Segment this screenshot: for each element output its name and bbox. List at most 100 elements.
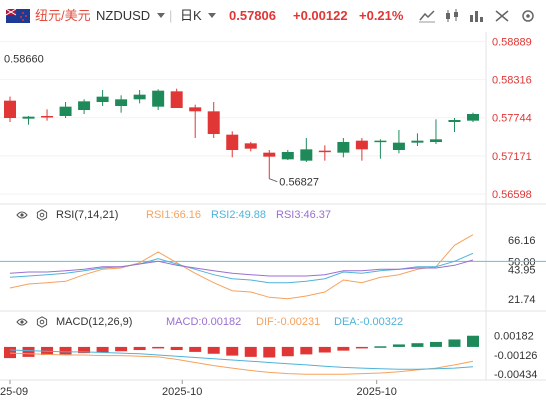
macd-histogram-bar bbox=[4, 346, 16, 359]
candle-body bbox=[429, 139, 442, 142]
macd-histogram-bar bbox=[207, 346, 220, 354]
candle-body bbox=[22, 116, 35, 119]
macd-title: MACD(12,26,9) bbox=[56, 316, 133, 328]
price-axis-label: 0.57744 bbox=[492, 113, 532, 125]
candle-body bbox=[115, 99, 128, 106]
candle-body bbox=[226, 134, 239, 150]
candle-body bbox=[152, 90, 165, 107]
macd-histogram-bar bbox=[263, 346, 276, 358]
rsi-axis-label: 43.95 bbox=[508, 264, 536, 276]
price-axis-label: 0.58316 bbox=[492, 75, 532, 87]
price-change: +0.00122 bbox=[293, 8, 348, 23]
pair-name-cn: 纽元/美元 bbox=[35, 8, 91, 23]
candle-body bbox=[78, 101, 91, 110]
macd-histogram-bar bbox=[429, 341, 442, 347]
macd-histogram-bar bbox=[152, 346, 165, 349]
rsi-series-line-rsi1 bbox=[9, 234, 474, 300]
x-axis-label: 2025-10 bbox=[162, 386, 202, 398]
candle-body bbox=[281, 152, 294, 160]
macd-histogram-bar bbox=[244, 346, 257, 357]
macd-axis-label: 0.00182 bbox=[494, 331, 534, 343]
nz-flag-icon bbox=[6, 9, 30, 23]
candle-body bbox=[300, 149, 313, 161]
price-axis-label: 0.56598 bbox=[492, 189, 532, 201]
rsi-axis-label: 50.00 bbox=[508, 256, 536, 268]
bar-chart-icon[interactable] bbox=[466, 7, 486, 25]
macd-histogram-bar bbox=[115, 346, 128, 352]
high-price-annotation: 0.58660 bbox=[4, 54, 44, 66]
macd-histogram-bar bbox=[133, 346, 146, 351]
rsi-panel-header: RSI(7,14,21) RSI1:66.16 RSI2:49.88 RSI3:… bbox=[0, 207, 480, 223]
rsi-series-line-rsi3 bbox=[9, 259, 474, 277]
candle-body bbox=[355, 140, 368, 150]
candle-body bbox=[4, 100, 16, 118]
candle-body bbox=[374, 140, 387, 143]
candle-body bbox=[263, 152, 276, 157]
rsi2-label: RSI2:49.88 bbox=[211, 209, 267, 221]
macd-histogram-bar bbox=[22, 346, 35, 357]
candle-chart-icon[interactable] bbox=[442, 7, 462, 25]
candle-body bbox=[467, 114, 479, 121]
eye-icon[interactable] bbox=[16, 316, 28, 328]
macd-histogram-bar bbox=[59, 346, 72, 355]
period-dropdown[interactable]: 日K bbox=[180, 8, 202, 23]
macd-histogram-bar bbox=[96, 346, 109, 353]
rsi1-label: RSI1:66.16 bbox=[146, 209, 202, 221]
last-price: 0.57806 bbox=[229, 8, 276, 23]
low-annotation-pointer bbox=[269, 178, 278, 183]
macd-histogram-bar bbox=[337, 346, 350, 351]
rsi-title: RSI(7,14,21) bbox=[56, 209, 119, 221]
macd-axis-label: -0.00434 bbox=[494, 369, 537, 381]
settings-icon[interactable] bbox=[518, 7, 538, 25]
fullscreen-icon[interactable] bbox=[492, 7, 512, 25]
candle-body bbox=[392, 142, 405, 150]
macd-histogram-bar bbox=[300, 346, 313, 355]
candle-body bbox=[448, 120, 461, 122]
x-axis-label: 25-09 bbox=[0, 386, 28, 398]
settings-icon[interactable] bbox=[36, 316, 48, 328]
eye-icon[interactable] bbox=[16, 209, 28, 221]
candle-body bbox=[189, 107, 202, 112]
settings-icon[interactable] bbox=[36, 209, 48, 221]
candle-body bbox=[133, 94, 146, 100]
macd-histogram-bar bbox=[189, 346, 202, 352]
rsi-axis-label: 66.16 bbox=[508, 235, 536, 247]
price-change-percent: +0.21% bbox=[359, 8, 404, 23]
period-chevron-down-icon[interactable] bbox=[208, 13, 216, 19]
chevron-down-icon[interactable] bbox=[157, 13, 165, 19]
macd-histogram-bar bbox=[374, 346, 387, 348]
macd-series-line-dea bbox=[9, 349, 474, 370]
candle-body bbox=[59, 106, 72, 116]
macd-histogram-bar bbox=[281, 346, 294, 357]
macd-histogram-bar bbox=[170, 346, 183, 351]
candle-body bbox=[41, 116, 54, 118]
macd-histogram-bar bbox=[448, 339, 461, 347]
macd-label: MACD:0.00182 bbox=[166, 316, 242, 328]
macd-axis-label: -0.00126 bbox=[494, 350, 537, 362]
low-price-annotation: 0.56827 bbox=[279, 177, 319, 189]
price-axis-label: 0.58889 bbox=[492, 36, 532, 48]
price-axis-label: 0.57171 bbox=[492, 151, 532, 163]
chart-header: 纽元/美元 NZDUSD | 日K 0.57806 +0.00122 +0.21… bbox=[0, 0, 546, 32]
symbol-dropdown[interactable]: NZDUSD bbox=[96, 8, 151, 23]
dif-label: DIF:-0.00231 bbox=[256, 316, 321, 328]
macd-histogram-bar bbox=[467, 335, 479, 347]
x-axis-label: 2025-10 bbox=[357, 386, 397, 398]
line-chart-icon[interactable] bbox=[417, 7, 437, 25]
macd-histogram-bar bbox=[411, 343, 424, 347]
macd-panel-header: MACD(12,26,9) MACD:0.00182 DIF:-0.00231 … bbox=[0, 314, 480, 330]
candle-body bbox=[411, 140, 424, 143]
rsi-axis-label: 21.74 bbox=[508, 294, 536, 306]
candle-body bbox=[170, 91, 183, 108]
macd-histogram-bar bbox=[355, 346, 368, 349]
candle-body bbox=[318, 150, 331, 153]
candle-body bbox=[244, 143, 257, 149]
candle-body bbox=[96, 96, 109, 102]
header-separator: | bbox=[169, 8, 173, 23]
macd-histogram-bar bbox=[392, 344, 405, 347]
macd-histogram-bar bbox=[318, 346, 331, 353]
rsi3-label: RSI3:46.37 bbox=[276, 209, 332, 221]
macd-histogram-bar bbox=[226, 346, 239, 356]
macd-series-line-dif bbox=[9, 352, 474, 375]
